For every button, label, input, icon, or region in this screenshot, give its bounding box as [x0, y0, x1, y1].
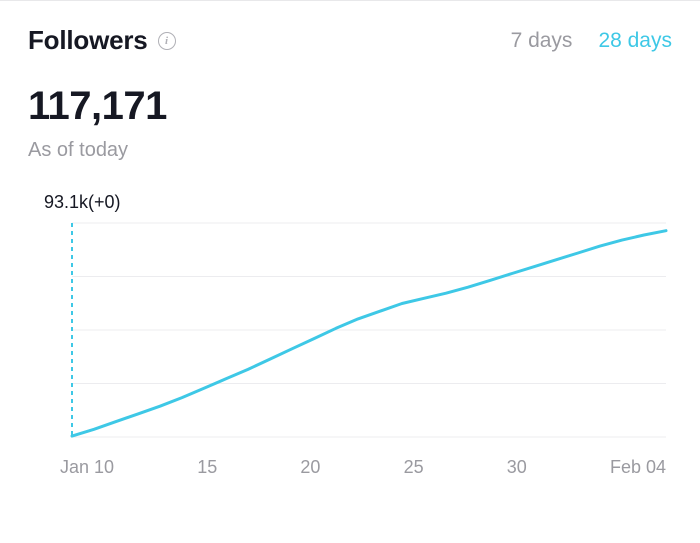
range-tabs: 7 days 28 days: [511, 29, 672, 53]
section-divider: [0, 0, 700, 1]
section-title: Followers: [28, 25, 148, 56]
x-tick: 15: [197, 457, 217, 478]
as-of-label: As of today: [28, 139, 672, 162]
chart-tooltip: 93.1k(+0): [44, 192, 672, 213]
x-tick: 20: [300, 457, 320, 478]
followers-chart: [28, 217, 672, 447]
x-tick: 30: [507, 457, 527, 478]
x-tick: Feb 04: [610, 457, 666, 478]
followers-panel: Followers i 7 days 28 days 117,171 As of…: [0, 25, 700, 478]
chart-svg: [28, 217, 672, 447]
info-icon[interactable]: i: [158, 32, 176, 50]
chart-x-axis: Jan 10 15 20 25 30 Feb 04: [28, 457, 672, 478]
title-group: Followers i: [28, 25, 176, 56]
header-row: Followers i 7 days 28 days: [28, 25, 672, 56]
range-tab-28days[interactable]: 28 days: [598, 29, 672, 53]
range-tab-7days[interactable]: 7 days: [511, 29, 573, 53]
follower-count: 117,171: [28, 84, 672, 129]
x-tick: 25: [404, 457, 424, 478]
x-tick: Jan 10: [60, 457, 114, 478]
